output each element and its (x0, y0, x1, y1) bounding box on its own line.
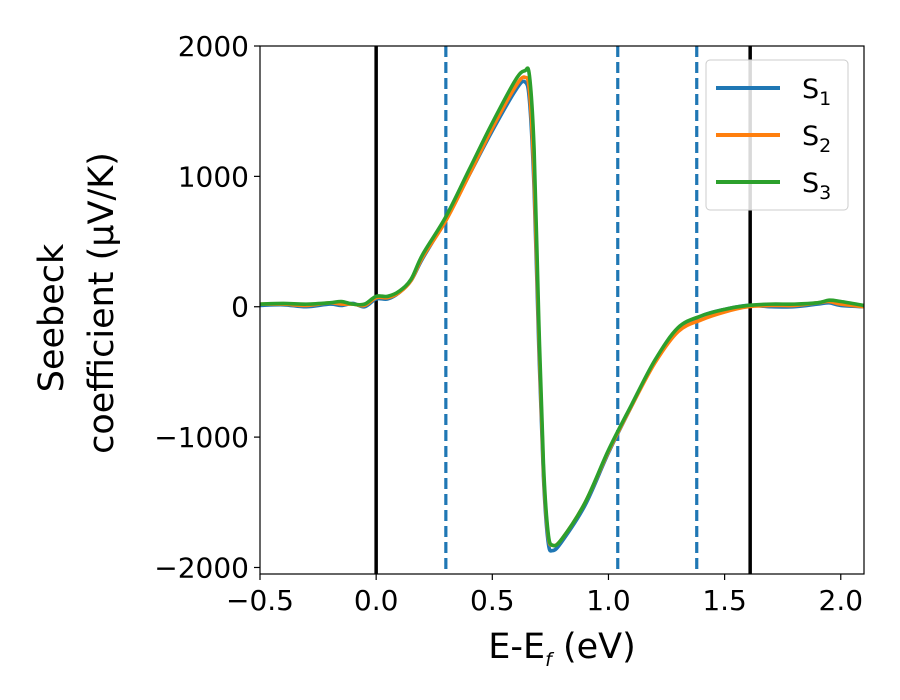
x-tick-label: 2.0 (819, 584, 864, 617)
x-tick-label: 1.0 (586, 584, 631, 617)
series-lines (260, 66, 864, 553)
y-axis-label-line2: coefficient (μV/K) (82, 152, 122, 454)
x-tick-label: 0.5 (470, 584, 515, 617)
reference-lines (374, 46, 752, 574)
legend-label-s2: S2 (802, 121, 831, 157)
legend-label-s3: S3 (802, 168, 831, 204)
plot-frame (259, 45, 865, 575)
x-tick-label: 0.0 (354, 584, 399, 617)
series-line-s3 (260, 66, 864, 548)
y-axis-ticks: 2000 1000 0 −1000 −2000 (154, 30, 260, 584)
y-tick-label: −1000 (154, 421, 249, 454)
x-axis-label: E-Ef (eV) (488, 627, 635, 671)
y-tick-label: −2000 (154, 551, 249, 584)
legend: S1 S2 S3 (705, 59, 849, 211)
legend-label-s1: S1 (802, 74, 831, 110)
y-axis-label: Seebeck coefficient (μV/K) (32, 152, 122, 454)
x-axis-ticks: −0.5 0.0 0.5 1.0 1.5 2.0 (226, 574, 863, 617)
x-tick-label: −0.5 (226, 584, 294, 617)
x-tick-label: 1.5 (702, 584, 747, 617)
y-tick-label: 0 (231, 291, 249, 324)
y-axis-label-line1: Seebeck (32, 243, 72, 392)
y-tick-label: 2000 (178, 30, 249, 63)
y-tick-label: 1000 (178, 160, 249, 193)
